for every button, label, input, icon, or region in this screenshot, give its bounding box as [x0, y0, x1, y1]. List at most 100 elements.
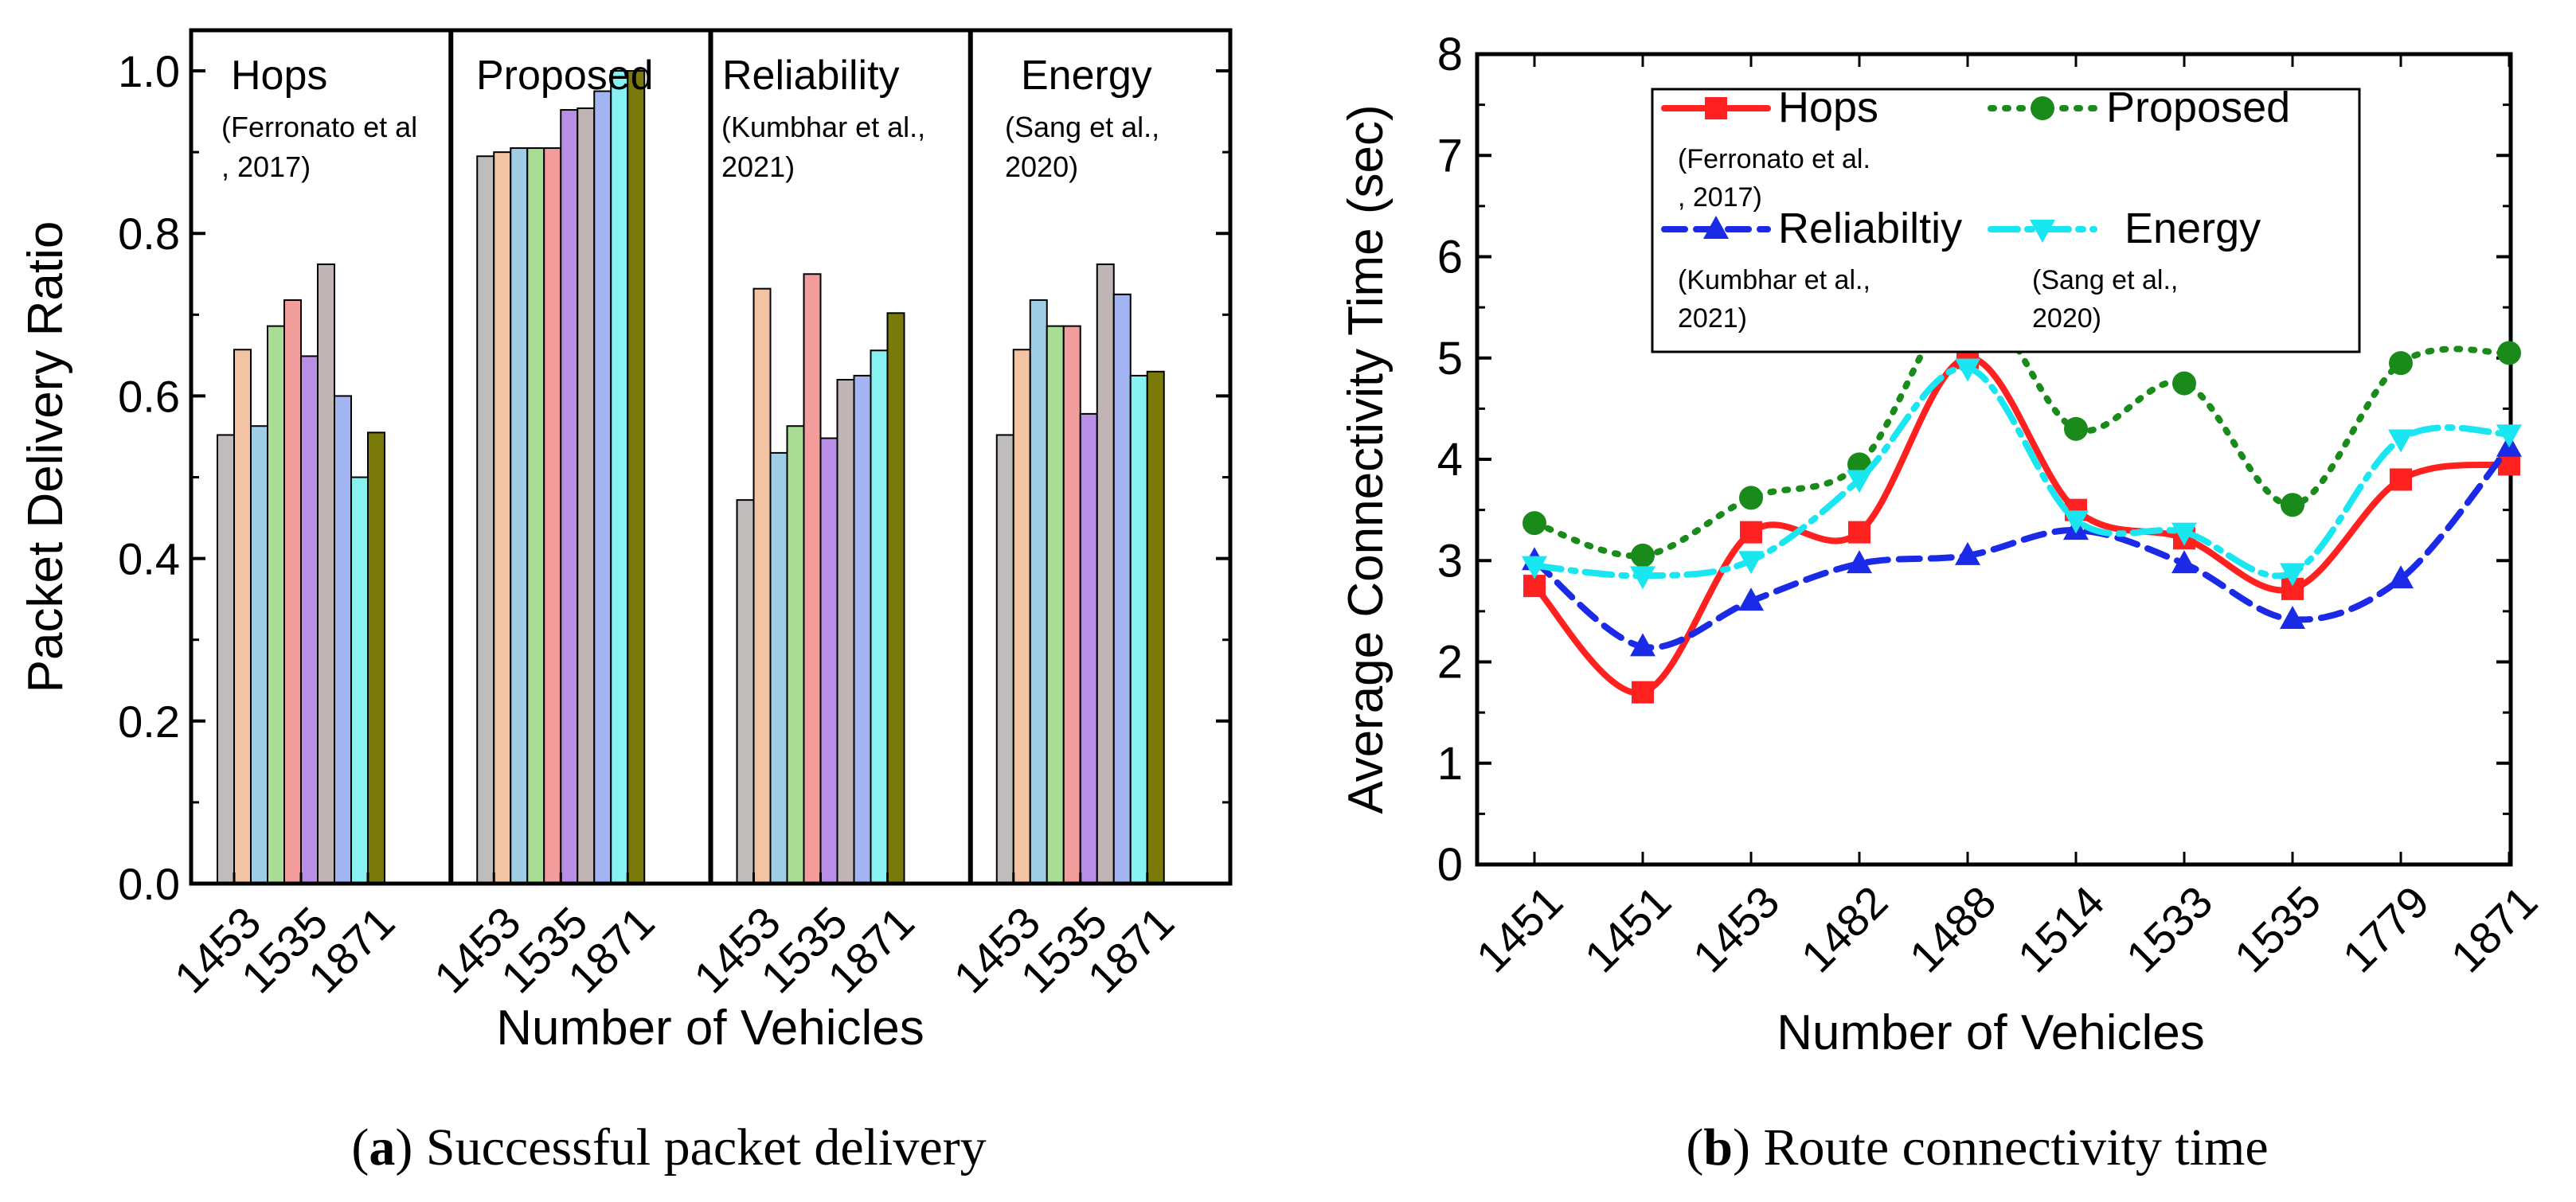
group-citation-line1: (Ferronato et al: [221, 111, 417, 143]
group-label: Energy: [1021, 53, 1152, 99]
series-line-reliabiltiy: [1531, 443, 2512, 651]
bar-reliability-8: [853, 374, 872, 884]
bar-proposed-6: [560, 109, 579, 884]
bar-energy-10: [1146, 370, 1165, 884]
group-citation-line2: , 2017): [221, 150, 311, 183]
data-point-hops: [2498, 453, 2520, 476]
caption-a-text: Successful packet delivery: [426, 1118, 987, 1177]
data-point-proposed: [2389, 351, 2413, 376]
group-separators: [448, 30, 973, 884]
legend-label: Energy: [2125, 205, 2261, 252]
y-tick-label: 0.8: [118, 209, 180, 259]
bar-hops-3: [250, 425, 268, 884]
data-point-hops: [2390, 468, 2412, 491]
bar-hops-9: [350, 476, 369, 884]
data-point-reliabiltiy: [1955, 541, 1980, 565]
bar-energy-7: [1096, 263, 1115, 884]
bar-reliability-3: [769, 451, 788, 884]
bar-proposed-3: [510, 147, 529, 885]
bar-energy-3: [1029, 299, 1048, 884]
series-line-energy: [1531, 365, 2512, 580]
bar-proposed-1: [476, 155, 495, 884]
bar-reliability-5: [803, 273, 822, 884]
y-axis-ticks: 0.0 0.2 0.4 0.6 0.8 1.0: [118, 46, 1230, 909]
series-proposed: [1523, 285, 2521, 568]
y-tick-label: 0.0: [118, 859, 180, 909]
y-tick-label: 3: [1437, 535, 1463, 587]
bar-hops-10: [367, 431, 385, 884]
bar-energy-5: [1062, 325, 1081, 885]
legend-citation-line1: (Kumbhar et al.,: [1678, 265, 1870, 295]
bar-proposed-2: [493, 151, 512, 884]
bar-proposed-8: [593, 90, 612, 885]
line-series-group: [1522, 285, 2522, 704]
legend-box: [1651, 88, 2361, 353]
group-label: Hops: [231, 53, 327, 99]
x-tick-label: 1451: [1575, 876, 1681, 982]
bar-energy-2: [1012, 349, 1031, 884]
data-point-proposed: [2497, 341, 2521, 365]
bar-series-group: [217, 70, 1165, 885]
x-axis-label: Number of Vehicles: [1777, 1005, 2205, 1060]
group-labels: Hops (Ferronato et al , 2017) Proposed Relia…: [221, 53, 1159, 183]
data-point-proposed: [1523, 511, 1546, 536]
data-point-energy: [2496, 424, 2522, 448]
caption-b-text: Route connectivity time: [1764, 1118, 2269, 1177]
data-point-energy: [1630, 566, 1655, 590]
bar-hops-6: [300, 355, 319, 884]
legend-citation-line1: (Sang et al.,: [2032, 265, 2178, 295]
y-tick-label: 1: [1437, 738, 1463, 790]
y-tick-label: 6: [1437, 232, 1463, 283]
y-axis-label: Average Connectivity Time (sec): [1339, 104, 1394, 814]
bar-reliability-10: [886, 312, 905, 884]
group-citation-line1: (Kumbhar et al.,: [721, 111, 925, 143]
data-point-proposed: [1739, 486, 1763, 510]
legend-label: Proposed: [2106, 84, 2290, 131]
legend-marker: [1705, 97, 1727, 119]
group-citation-line2: 2021): [721, 150, 795, 183]
x-tick-label: 1535: [2225, 876, 2331, 982]
data-point-reliabiltiy: [2388, 565, 2414, 589]
x-tick-label: 1482: [1792, 876, 1898, 982]
x-axis-label: Number of Vehicles: [496, 1001, 924, 1056]
bar-hops-5: [283, 299, 302, 884]
data-point-reliabiltiy: [2280, 606, 2305, 630]
bar-proposed-5: [543, 147, 562, 885]
data-point-energy: [2171, 522, 2197, 546]
legend: Hops (Ferronato et al. , 2017) Proposed Reli…: [1651, 84, 2361, 353]
bar-hops-2: [233, 349, 252, 884]
x-tick-label: 1533: [2117, 876, 2222, 982]
series-hops: [1523, 346, 2520, 704]
x-tick-label: 1514: [2008, 876, 2114, 982]
data-point-energy: [1522, 556, 1547, 580]
data-point-energy: [2063, 510, 2089, 534]
y-tick-label: 1.0: [118, 46, 180, 96]
bar-reliability-6: [819, 437, 838, 884]
bar-hops-4: [267, 325, 285, 885]
bar-energy-8: [1112, 293, 1132, 884]
legend-citation-line2: , 2017): [1678, 182, 1762, 213]
bar-hops-1: [217, 434, 235, 884]
bar-energy-1: [995, 434, 1014, 884]
legend-marker: [1703, 216, 1729, 239]
series-energy: [1522, 358, 2522, 590]
y-tick-label: 0.4: [118, 534, 180, 584]
bar-energy-6: [1079, 412, 1098, 884]
legend-marker: [2031, 96, 2054, 120]
bar-reliability-4: [786, 425, 805, 884]
y-tick-label: 2: [1437, 637, 1463, 689]
data-point-proposed: [2172, 371, 2196, 396]
y-tick-label: 0.2: [118, 697, 180, 747]
x-tick-label: 1451: [1467, 876, 1573, 982]
data-point-energy: [2280, 563, 2305, 587]
group-label: Reliability: [722, 53, 900, 99]
x-tick-label: 1488: [1900, 876, 2006, 982]
x-tick-label: 1453: [1683, 876, 1789, 982]
bar-proposed-4: [526, 147, 545, 885]
legend-citation-line2: 2020): [2032, 303, 2101, 334]
bar-hops-7: [317, 263, 335, 884]
data-point-reliabiltiy: [2171, 550, 2197, 574]
group-label: Proposed: [476, 53, 654, 99]
